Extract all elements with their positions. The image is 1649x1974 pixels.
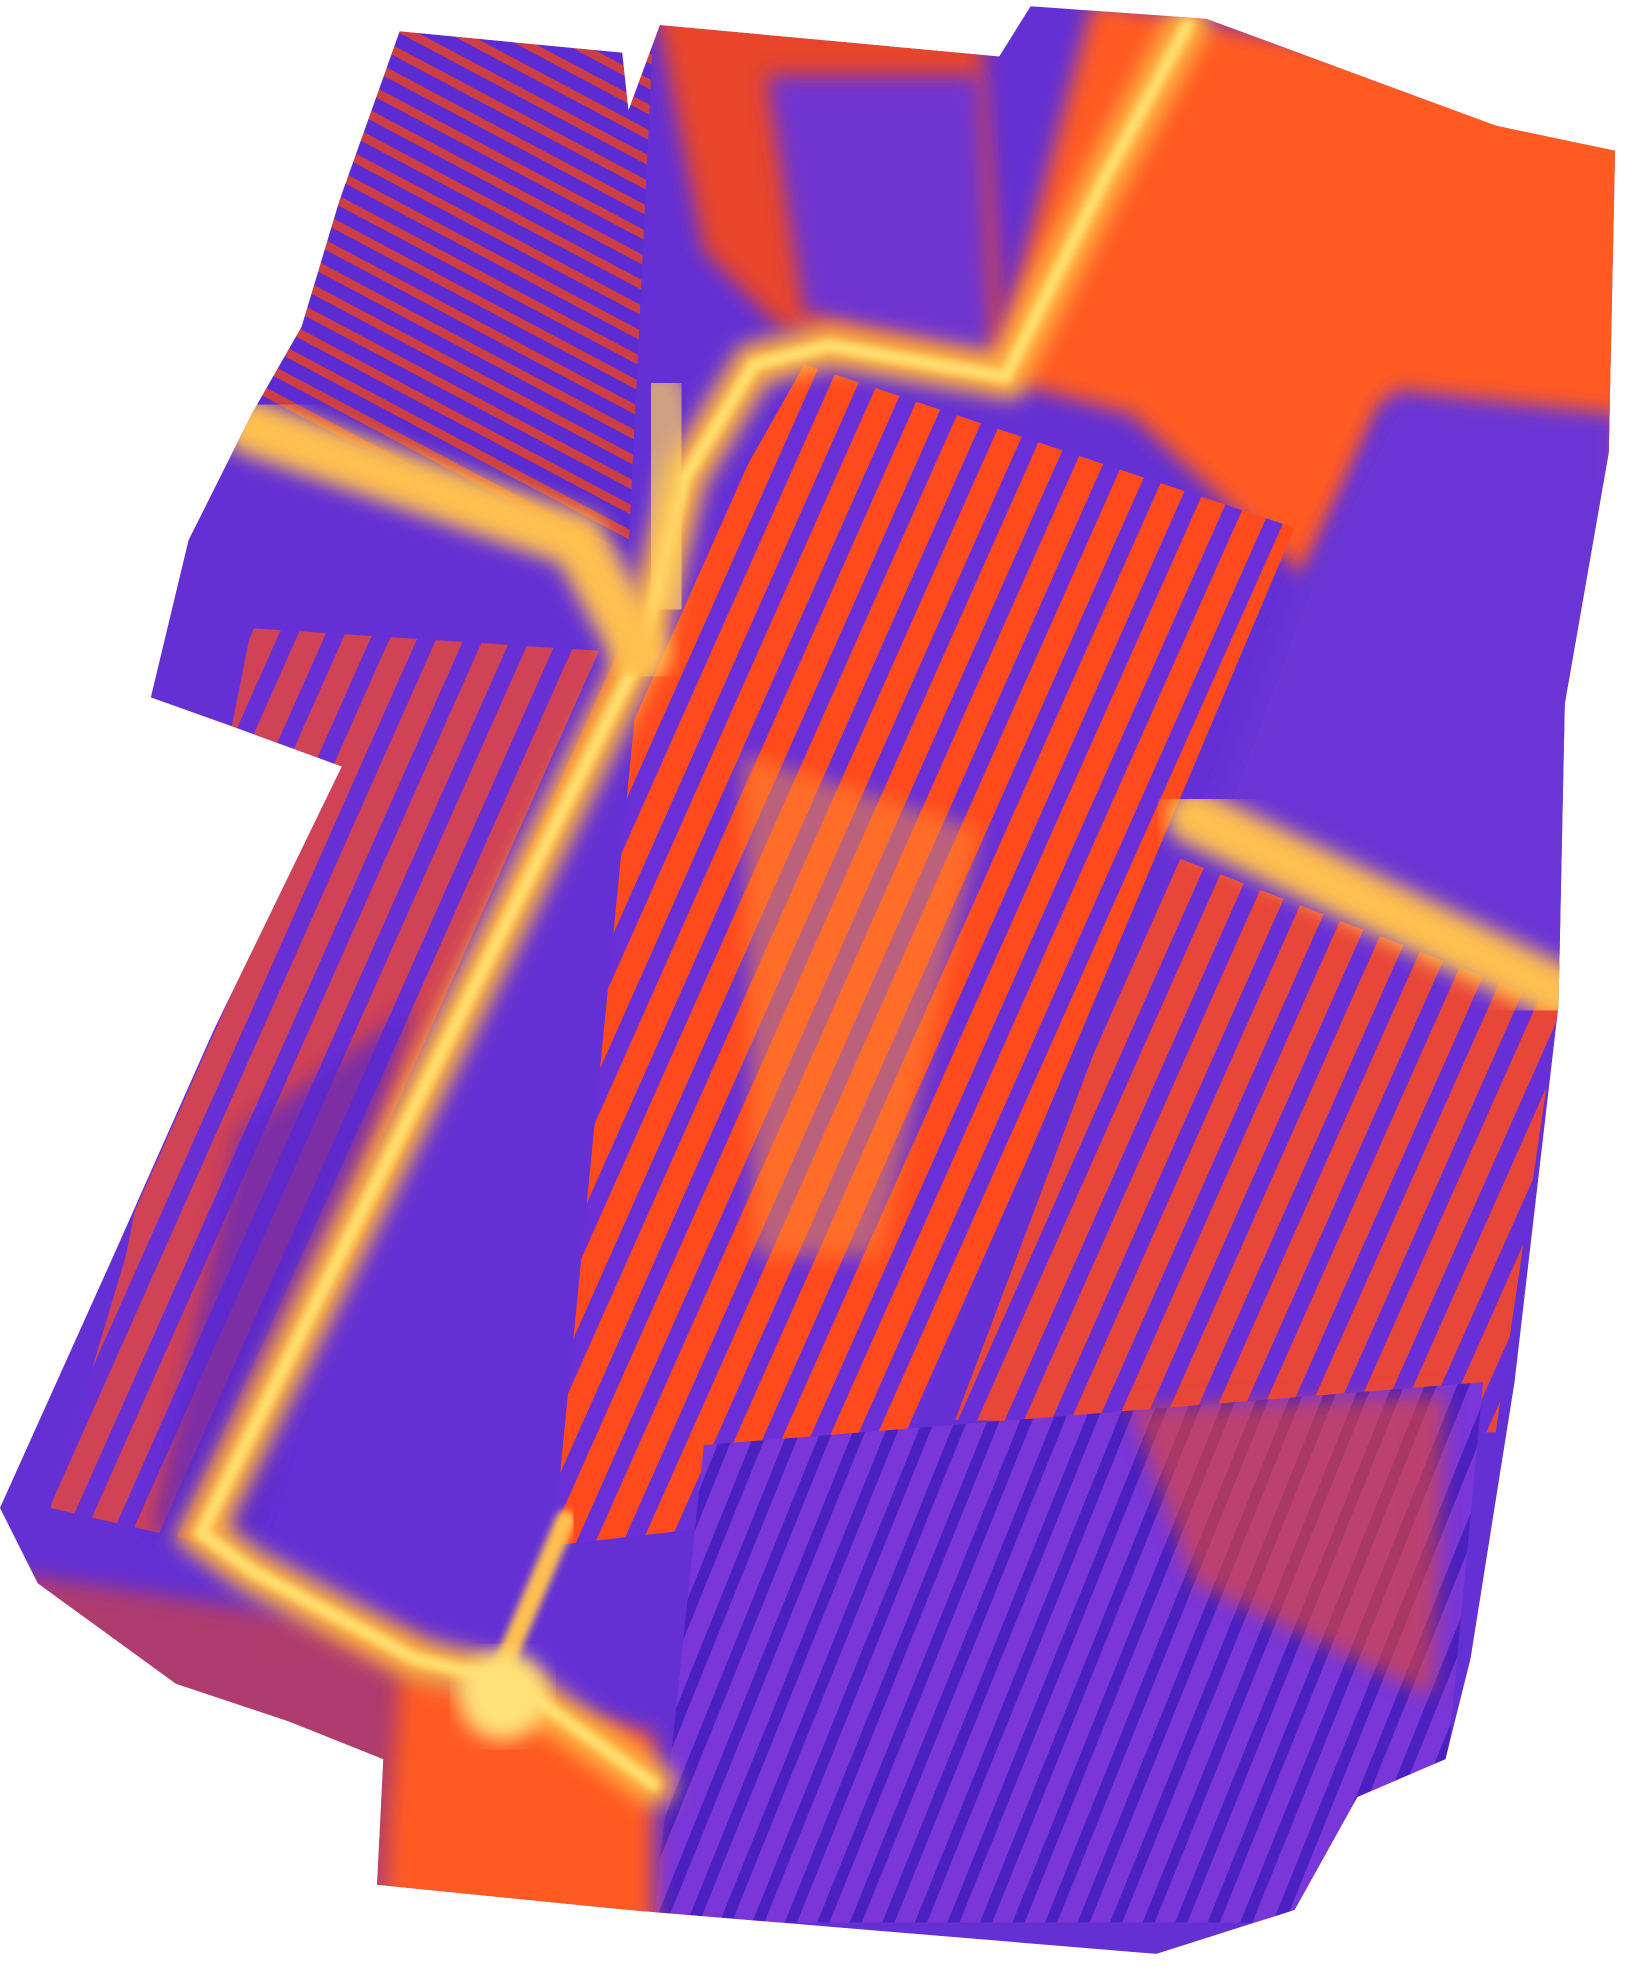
field-center-warm — [741, 753, 981, 1257]
field-upper-middle-cool — [766, 75, 993, 365]
field-upper-right — [992, 6, 1616, 579]
field-right-lower — [955, 854, 1559, 1433]
roads — [174, 6, 1587, 1806]
road-right — [1166, 789, 1587, 1021]
field-right — [1206, 389, 1616, 981]
field-bottom-warm — [1131, 1394, 1446, 1697]
field-left-cool — [150, 1005, 415, 1546]
yard — [615, 364, 717, 629]
hot-spot — [458, 1652, 547, 1741]
road-left — [223, 399, 669, 682]
